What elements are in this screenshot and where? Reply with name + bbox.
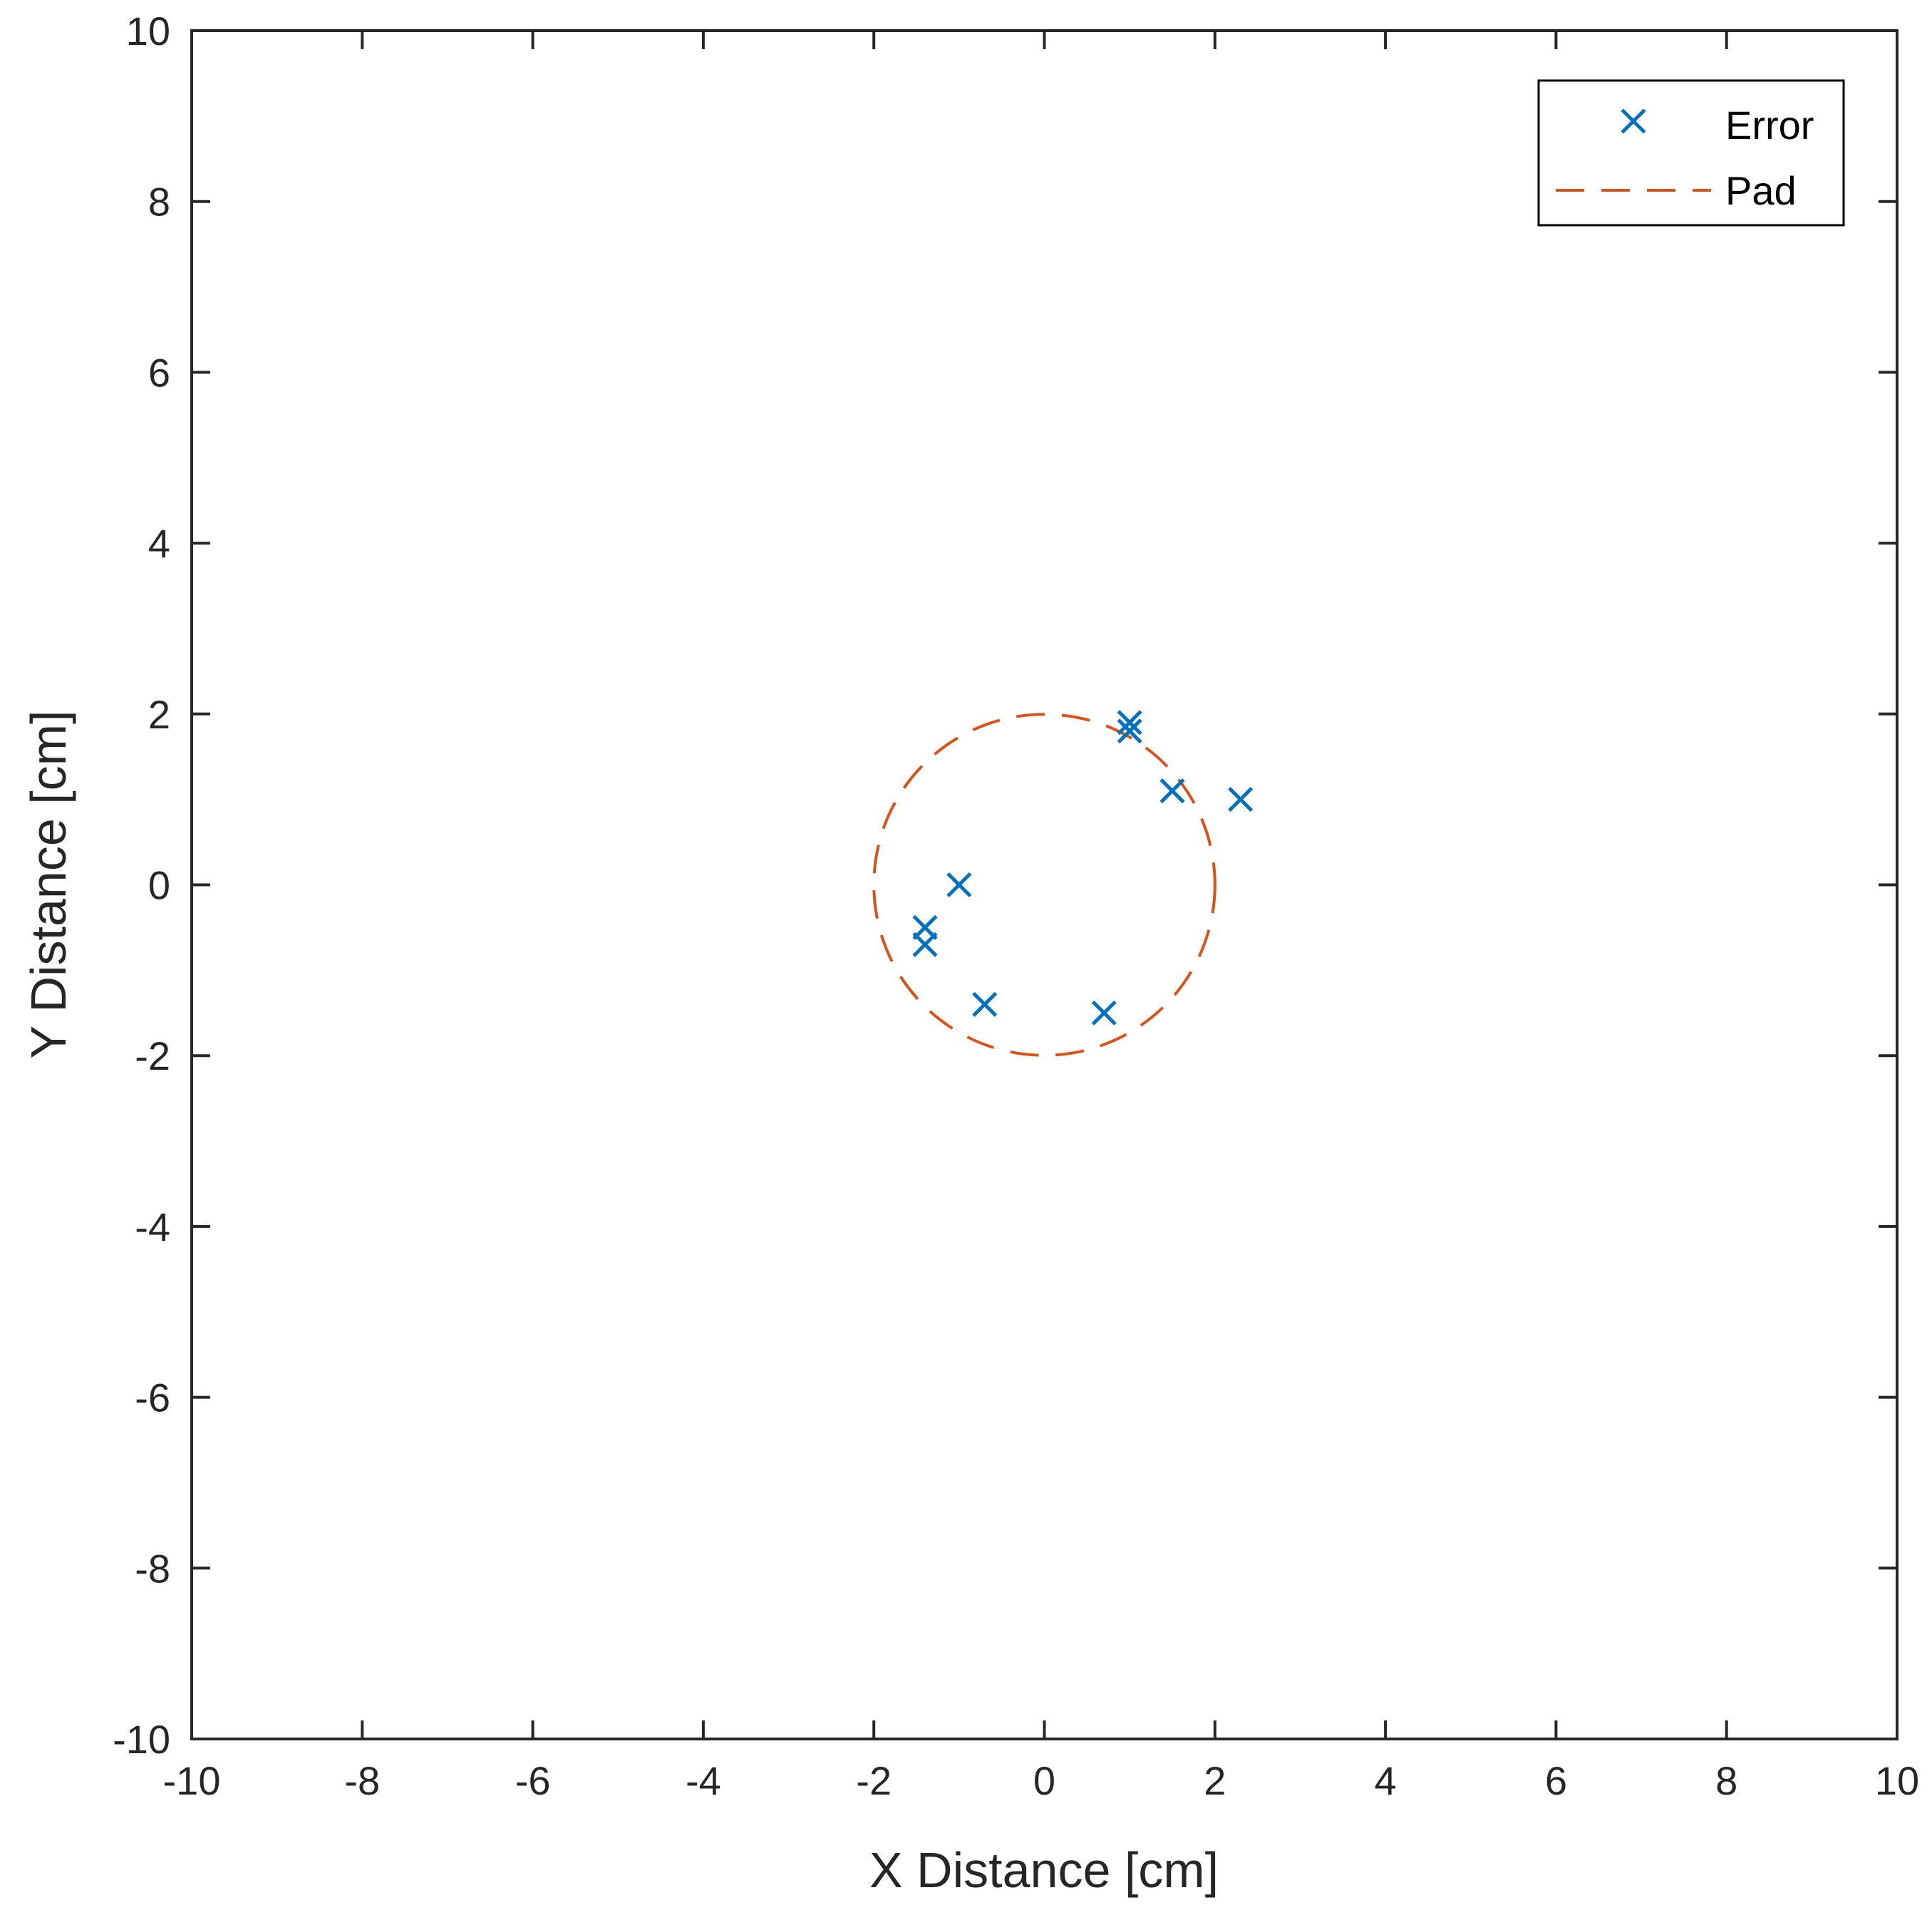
x-tick-label: -8 [344, 1758, 380, 1803]
pad-layer [872, 713, 1216, 1057]
plot-background [192, 31, 1897, 1739]
pad-circle [872, 713, 1216, 1057]
y-tick-label: 0 [148, 863, 170, 908]
x-tick-label: 6 [1545, 1758, 1567, 1803]
y-tick-label: -2 [135, 1033, 170, 1078]
x-tick-label: 8 [1715, 1758, 1737, 1803]
y-tick-label: -8 [135, 1546, 170, 1591]
y-tick-label: 8 [148, 180, 170, 224]
x-tick-label: -6 [515, 1758, 551, 1803]
y-tick-label: -6 [135, 1376, 170, 1420]
x-tick-label: 0 [1033, 1758, 1055, 1803]
plot-frame [190, 29, 1899, 1740]
error-point [946, 872, 972, 898]
axis-tick-labels: -10 -8 -6 -4 -2 0 2 4 6 8 10 -10 -8 -6 -4 -2 0 2 4 6 8 10 [113, 9, 1919, 1803]
x-tick-label: -10 [163, 1758, 221, 1803]
error-point [1159, 778, 1185, 804]
x-tick-label: -2 [856, 1758, 892, 1803]
x-axis-title: X Distance [cm] [869, 1842, 1219, 1898]
error-points [912, 710, 1254, 1026]
error-point [912, 931, 938, 957]
legend-pad-label: Pad [1725, 168, 1797, 213]
y-tick-label: 4 [148, 521, 170, 566]
x-tick-label: 4 [1375, 1758, 1397, 1803]
error-point [1228, 787, 1254, 812]
y-axis-title: Y Distance [cm] [21, 711, 76, 1059]
y-tick-label: 10 [126, 9, 170, 53]
y-tick-label: 6 [148, 350, 170, 395]
legend-box [1537, 79, 1845, 227]
error-point [912, 914, 938, 940]
error-point [1117, 710, 1142, 736]
legend: Error Pad [1537, 79, 1845, 227]
x-tick-label: 2 [1204, 1758, 1226, 1803]
legend-error-label: Error [1725, 103, 1814, 148]
error-point [1117, 718, 1142, 744]
legend-error-marker [1621, 108, 1646, 134]
y-tick-label: -4 [135, 1204, 170, 1249]
y-tick-label: -10 [113, 1717, 170, 1762]
x-tick-label: -4 [686, 1758, 721, 1803]
y-tick-label: 2 [148, 692, 170, 737]
x-tick-label: 10 [1875, 1758, 1919, 1803]
error-point [972, 991, 998, 1017]
error-point [1091, 1000, 1117, 1026]
